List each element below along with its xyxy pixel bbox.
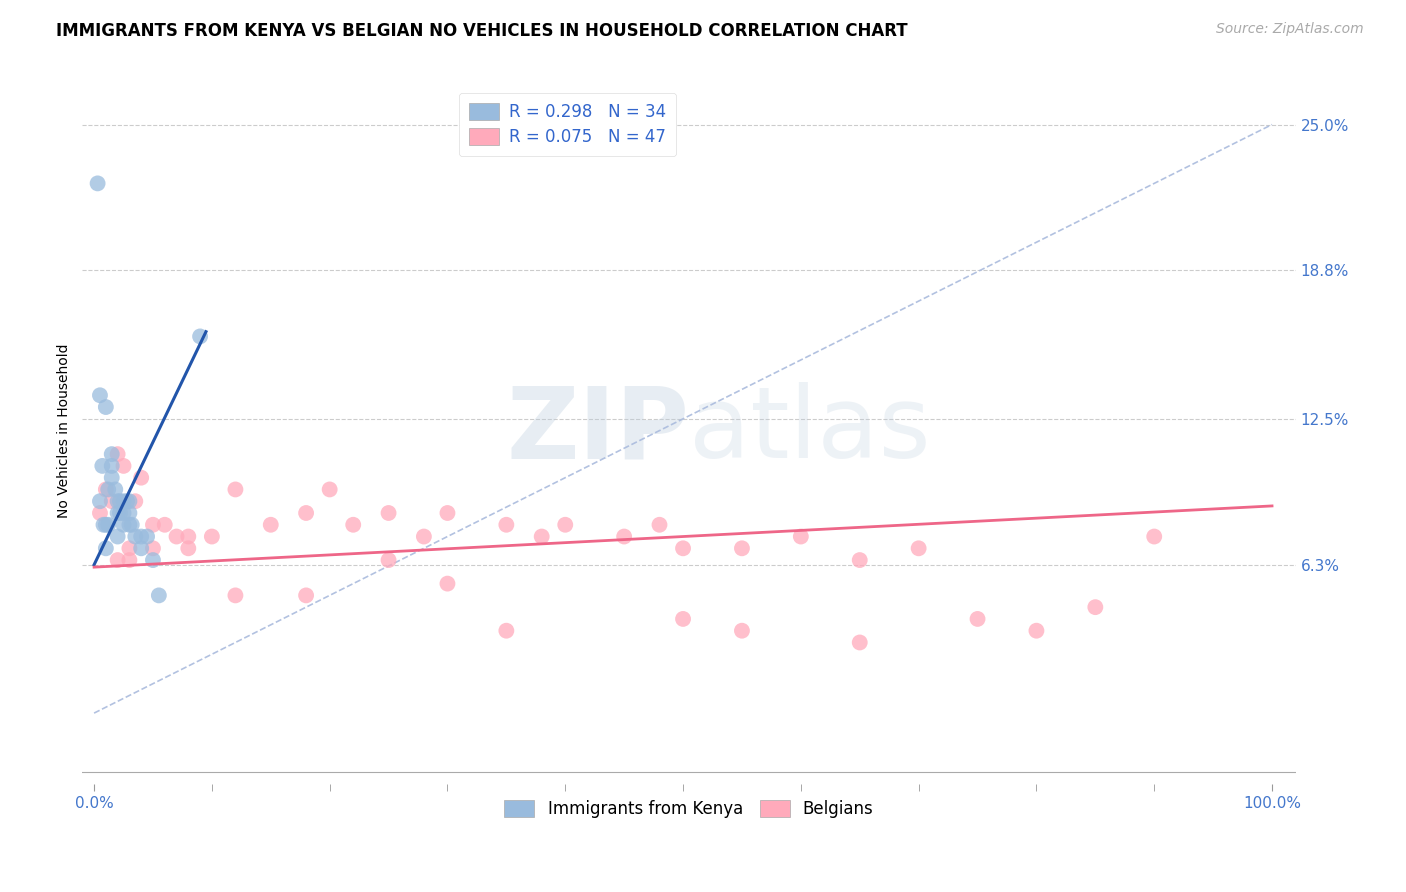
Point — [91, 458, 114, 473]
Point — [907, 541, 929, 556]
Point — [188, 329, 211, 343]
Point — [112, 506, 135, 520]
Point — [89, 494, 111, 508]
Point — [412, 529, 434, 543]
Point — [672, 541, 695, 556]
Point — [124, 494, 146, 508]
Point — [177, 541, 200, 556]
Point — [107, 529, 129, 543]
Point — [118, 506, 141, 520]
Point — [1025, 624, 1047, 638]
Point — [554, 517, 576, 532]
Point — [731, 541, 754, 556]
Point — [86, 177, 108, 191]
Point — [118, 541, 141, 556]
Point — [112, 517, 135, 532]
Point — [115, 494, 138, 508]
Point — [118, 494, 141, 508]
Point — [129, 471, 152, 485]
Point — [100, 471, 122, 485]
Point — [136, 529, 159, 543]
Text: Source: ZipAtlas.com: Source: ZipAtlas.com — [1216, 22, 1364, 37]
Point — [129, 541, 152, 556]
Point — [107, 506, 129, 520]
Point — [318, 483, 340, 497]
Point — [672, 612, 695, 626]
Point — [100, 458, 122, 473]
Point — [166, 529, 188, 543]
Point — [153, 517, 176, 532]
Point — [94, 400, 117, 414]
Point — [112, 494, 135, 508]
Point — [436, 506, 458, 520]
Point — [613, 529, 636, 543]
Text: IMMIGRANTS FROM KENYA VS BELGIAN NO VEHICLES IN HOUSEHOLD CORRELATION CHART: IMMIGRANTS FROM KENYA VS BELGIAN NO VEHI… — [56, 22, 908, 40]
Point — [731, 624, 754, 638]
Point — [377, 506, 399, 520]
Point — [107, 553, 129, 567]
Point — [118, 553, 141, 567]
Point — [295, 588, 318, 602]
Point — [966, 612, 988, 626]
Point — [224, 483, 246, 497]
Point — [97, 517, 120, 532]
Point — [142, 553, 165, 567]
Point — [260, 517, 283, 532]
Point — [104, 483, 127, 497]
Point — [148, 588, 170, 602]
Point — [377, 553, 399, 567]
Point — [100, 494, 122, 508]
Point — [848, 635, 870, 649]
Text: atlas: atlas — [689, 382, 931, 479]
Point — [848, 553, 870, 567]
Point — [1143, 529, 1166, 543]
Point — [124, 529, 146, 543]
Point — [436, 576, 458, 591]
Point — [89, 388, 111, 402]
Point — [89, 506, 111, 520]
Point — [495, 517, 517, 532]
Point — [224, 588, 246, 602]
Point — [177, 529, 200, 543]
Point — [530, 529, 553, 543]
Point — [495, 624, 517, 638]
Point — [100, 447, 122, 461]
Point — [107, 447, 129, 461]
Point — [129, 529, 152, 543]
Point — [201, 529, 224, 543]
Point — [648, 517, 671, 532]
Text: ZIP: ZIP — [506, 382, 689, 479]
Point — [107, 494, 129, 508]
Y-axis label: No Vehicles in Household: No Vehicles in Household — [58, 343, 72, 518]
Point — [112, 458, 135, 473]
Point — [97, 483, 120, 497]
Point — [142, 541, 165, 556]
Point — [108, 494, 131, 508]
Point — [142, 517, 165, 532]
Point — [94, 483, 117, 497]
Point — [121, 517, 143, 532]
Point — [295, 506, 318, 520]
Point — [94, 517, 117, 532]
Point — [1084, 600, 1107, 615]
Legend: Immigrants from Kenya, Belgians: Immigrants from Kenya, Belgians — [498, 793, 880, 825]
Point — [108, 506, 131, 520]
Point — [94, 541, 117, 556]
Point — [342, 517, 364, 532]
Point — [790, 529, 813, 543]
Point — [93, 517, 115, 532]
Point — [118, 517, 141, 532]
